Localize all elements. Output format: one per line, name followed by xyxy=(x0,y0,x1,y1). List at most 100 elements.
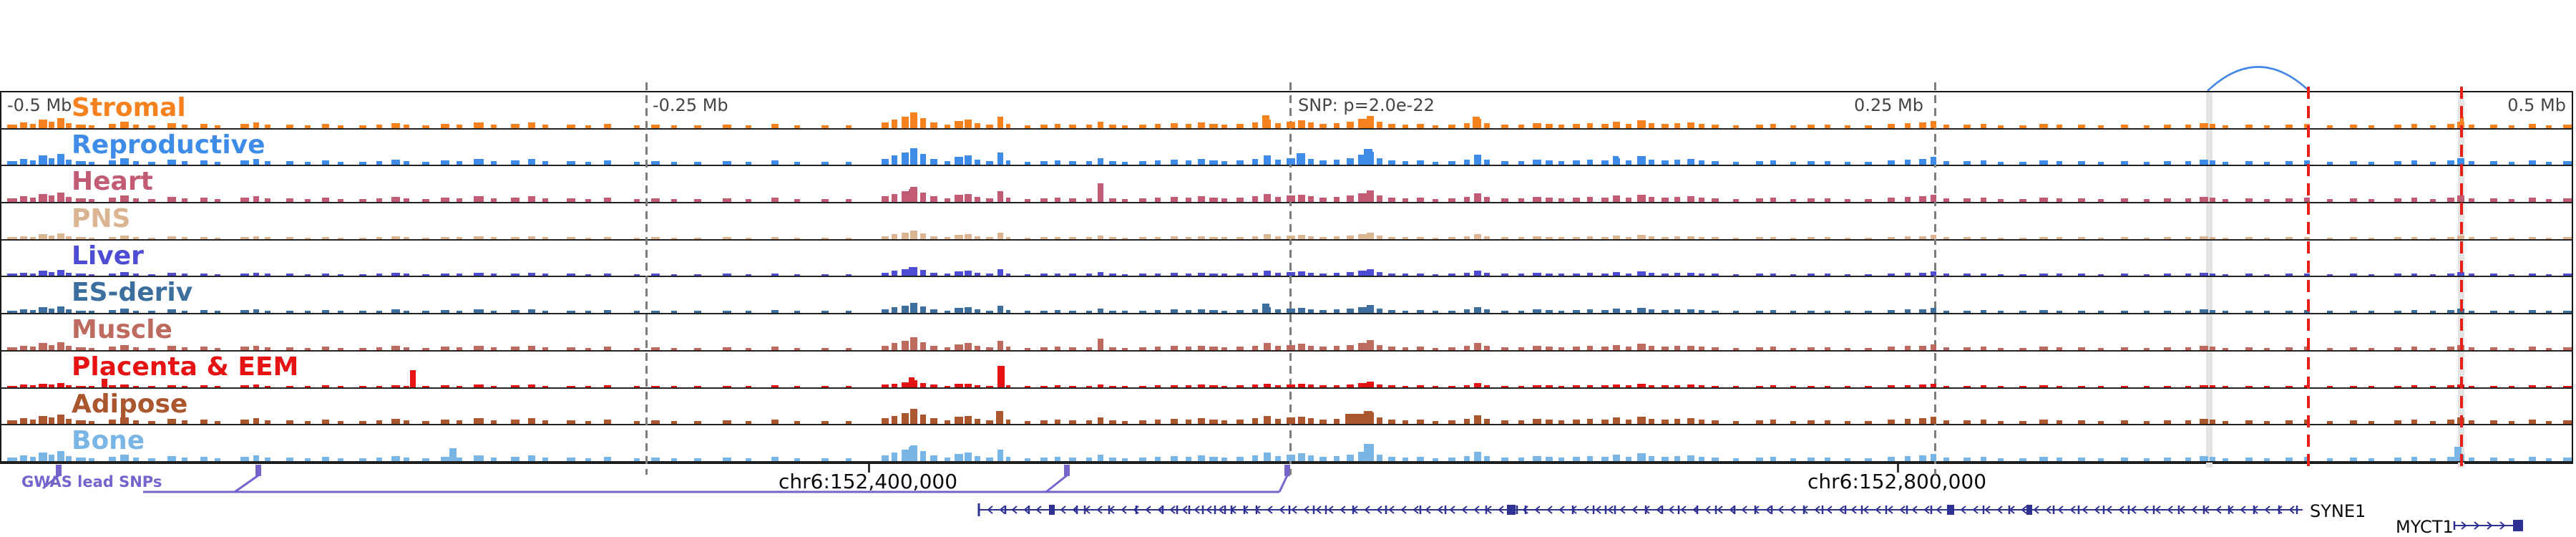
signal-bar xyxy=(1905,160,1911,165)
signal-bar xyxy=(1573,346,1580,350)
gwas-snp-tick[interactable] xyxy=(1064,465,1070,476)
signal-bar xyxy=(89,311,94,314)
signal-bar xyxy=(1474,233,1481,239)
track-row-stromal[interactable]: Stromal xyxy=(1,92,2572,130)
signal-bar xyxy=(746,162,751,165)
gwas-snp-tick[interactable] xyxy=(255,465,261,476)
gwas-snp-tick[interactable] xyxy=(56,465,62,476)
signal-bar xyxy=(1733,237,1739,239)
signal-bar xyxy=(1998,311,2004,314)
signal-bar xyxy=(1417,198,1424,203)
signal-bar xyxy=(1287,158,1295,165)
signal-bar xyxy=(322,123,329,128)
signal-bar xyxy=(338,421,343,425)
signal-bar xyxy=(167,455,176,461)
signal-bar xyxy=(66,236,72,239)
signal-bar xyxy=(338,162,343,165)
signal-bar xyxy=(2350,198,2357,203)
signal-bar xyxy=(1546,384,1553,387)
gene-label-myct1[interactable]: MYCT1 xyxy=(2396,517,2454,537)
signal-bar xyxy=(1221,311,1227,314)
track-row-placenta-eem[interactable]: Placenta & EEM xyxy=(1,352,2572,389)
signal-bar xyxy=(200,123,208,128)
signal-bar xyxy=(422,199,429,203)
signal-bar xyxy=(133,385,139,387)
track-label-liver: Liver xyxy=(72,241,144,271)
signal-bar xyxy=(39,119,47,128)
signal-bar xyxy=(1919,455,1926,461)
signal-bar xyxy=(1905,345,1911,350)
signal-bar xyxy=(1770,346,1776,350)
signal-bar xyxy=(1417,456,1424,461)
signal-bar xyxy=(2164,161,2171,165)
signal-bar xyxy=(1069,385,1076,387)
signal-bar xyxy=(542,124,548,128)
signal-bar xyxy=(2509,199,2514,203)
signal-bar xyxy=(457,420,462,425)
signal-bar xyxy=(651,236,660,239)
signal-bar xyxy=(1790,125,1796,128)
signal-bar xyxy=(30,346,36,350)
signal-bar xyxy=(1756,198,1763,203)
signal-bar xyxy=(2447,236,2454,239)
signal-bar xyxy=(1825,198,1830,203)
signal-bar xyxy=(474,455,484,461)
signal-bar xyxy=(1790,162,1796,165)
signal-bar xyxy=(1308,309,1314,314)
signal-bar xyxy=(30,198,36,203)
signal-bar xyxy=(148,385,155,387)
signal-bar xyxy=(1464,236,1470,239)
signal-bar xyxy=(1221,236,1227,239)
signal-bar xyxy=(253,122,259,128)
signal-bar xyxy=(2327,274,2333,276)
signal-bar xyxy=(846,274,852,276)
signal-bar xyxy=(1649,122,1654,128)
signal-bar xyxy=(910,303,917,314)
signal-bar xyxy=(771,274,779,276)
signal-bar xyxy=(1308,236,1314,239)
signal-bar xyxy=(986,236,993,239)
signal-bar xyxy=(1501,161,1508,165)
track-row-muscle[interactable]: Muscle xyxy=(1,314,2572,352)
signal-bar xyxy=(1252,273,1258,276)
signal-bar xyxy=(1186,346,1191,350)
signal-bar xyxy=(49,121,54,128)
signal-bar xyxy=(585,311,591,314)
signal-bar xyxy=(1501,236,1508,239)
signal-bar xyxy=(1865,162,1872,165)
gene-label-syne1[interactable]: SYNE1 xyxy=(2310,501,2366,521)
gwas-snp-tick[interactable] xyxy=(1284,465,1290,476)
signal-bar xyxy=(1298,195,1305,203)
track-row-es-deriv[interactable]: ES-deriv xyxy=(1,277,2572,315)
track-row-bone[interactable]: Bone xyxy=(1,425,2572,463)
signal-bar xyxy=(376,124,382,128)
signal-bar xyxy=(1674,273,1680,276)
signal-bar xyxy=(1712,124,1719,128)
signal-bar xyxy=(955,308,963,314)
signal-bar xyxy=(2019,385,2026,387)
signal-bar xyxy=(2078,311,2085,314)
signal-bar xyxy=(1025,274,1030,276)
signal-bar xyxy=(39,416,47,425)
track-row-liver[interactable]: Liver xyxy=(1,241,2572,278)
signal-bar xyxy=(2509,125,2514,128)
signal-bar xyxy=(945,420,950,425)
signal-bar xyxy=(882,273,889,276)
signal-bar xyxy=(1139,274,1146,276)
signal-bar xyxy=(1040,236,1048,239)
signal-bar xyxy=(511,384,519,387)
signal-bar xyxy=(2144,458,2150,461)
signal-bar xyxy=(2327,347,2333,350)
signal-bar xyxy=(322,384,329,387)
signal-bar xyxy=(422,274,429,276)
track-row-pns[interactable]: PNS xyxy=(1,203,2572,241)
track-row-reproductive[interactable]: Reproductive xyxy=(1,130,2572,167)
signal-bar xyxy=(66,384,72,387)
signal-bar xyxy=(920,306,926,314)
signal-bar xyxy=(2285,347,2293,350)
signal-bar xyxy=(322,160,329,165)
signal-bar xyxy=(821,311,829,314)
signal-bar xyxy=(2039,346,2048,350)
signal-bar xyxy=(2490,347,2497,350)
track-row-heart[interactable]: Heart xyxy=(1,166,2572,204)
